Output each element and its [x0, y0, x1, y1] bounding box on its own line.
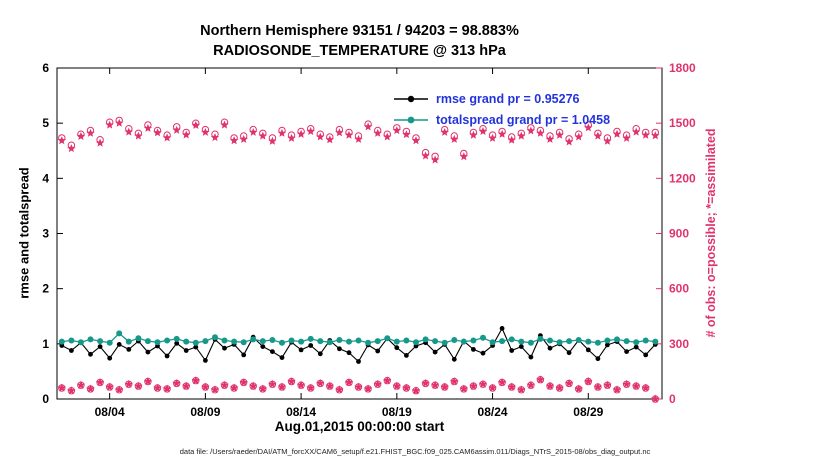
left-axis-ticks: 0 1 2 3 4 5 6 [42, 61, 63, 406]
chart-title-line1: Northern Hemisphere 93151 / 94203 = 98.8… [200, 23, 519, 39]
series-num-obs-assimilated [57, 118, 660, 164]
right-tick-label: 600 [669, 282, 689, 296]
x-tick-label: 08/04 [95, 405, 125, 419]
legend-label-totalspread: totalspread grand pr = 1.0458 [436, 112, 611, 127]
legend: rmse grand pr = 0.95276 totalspread gran… [393, 88, 610, 130]
x-axis-label: Aug.01,2015 00:00:00 start [274, 419, 445, 434]
x-tick-label: 08/24 [478, 405, 508, 419]
left-tick-label: 1 [42, 337, 49, 351]
x-tick-label: 08/09 [190, 405, 220, 419]
right-tick-label: 0 [669, 392, 676, 406]
left-tick-label: 4 [42, 171, 49, 185]
left-tick-label: 2 [42, 282, 49, 296]
legend-item-totalspread: totalspread grand pr = 1.0458 [393, 109, 610, 130]
rmse-line [61, 327, 656, 363]
right-tick-label: 1800 [669, 61, 696, 75]
left-tick-label: 5 [42, 116, 49, 130]
legend-swatch-rmse [394, 95, 428, 102]
legend-marker-totalspread [407, 116, 415, 123]
legend-label-rmse: rmse grand pr = 0.95276 [436, 91, 580, 106]
left-tick-label: 3 [42, 227, 49, 241]
right-tick-label: 1500 [669, 116, 696, 130]
series-num-obs-low-cluster [57, 375, 660, 403]
datafile-caption: data file: /Users/raeder/DAI/ATM_forcXX/… [179, 447, 651, 456]
right-tick-label: 1200 [669, 171, 696, 185]
x-axis-ticks: 08/04 08/09 08/14 08/19 08/24 08/29 [95, 68, 604, 419]
left-tick-label: 6 [42, 61, 49, 75]
x-tick-label: 08/14 [286, 405, 316, 419]
series-totalspread [58, 330, 659, 346]
left-tick-label: 0 [42, 392, 49, 406]
right-axis-ticks: 0 300 600 900 1200 1500 1800 [656, 61, 696, 406]
x-tick-label: 08/29 [573, 405, 603, 419]
series-rmse [59, 326, 658, 364]
chart-title-line2: RADIOSONDE_TEMPERATURE @ 313 hPa [213, 43, 506, 59]
right-tick-label: 300 [669, 337, 689, 351]
right-tick-label: 900 [669, 227, 689, 241]
legend-item-rmse: rmse grand pr = 0.95276 [393, 88, 610, 109]
legend-marker-rmse [407, 95, 415, 102]
legend-swatch-totalspread [394, 116, 428, 123]
x-tick-label: 08/19 [382, 405, 412, 419]
